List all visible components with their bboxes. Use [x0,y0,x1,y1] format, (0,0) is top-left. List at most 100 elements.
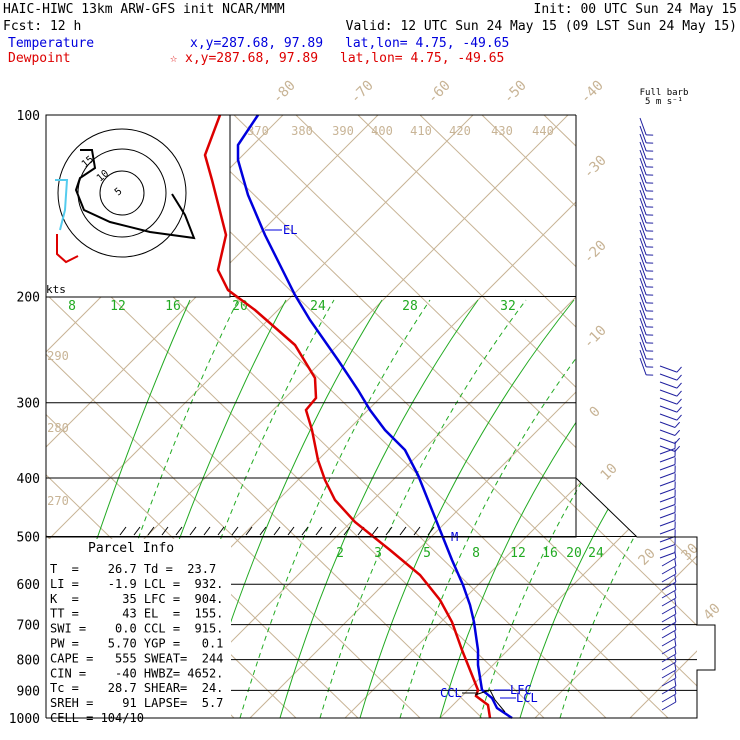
theta-label: 390 [332,124,354,138]
wind-barb-shaft [639,189,647,208]
mixing-ratio-label: 12 [110,299,126,314]
pressure-label: 1000 [9,712,40,727]
wind-barb-shaft [659,421,676,428]
hodograph-ring-label: 5 [113,186,125,198]
dry-adiabat-line [543,115,697,718]
wind-barb-shaft [661,629,677,639]
freezing-hatch [231,526,239,536]
mixing-ratio-label: 32 [500,299,516,314]
valid-time: Valid: 12 UTC Sun 24 May 15 (09 LST Sun … [346,19,737,34]
pressure-label: 600 [17,578,40,593]
dry-adiabat-line [46,115,421,718]
wind-barb-shaft [639,197,647,216]
wind-barb-shaft [639,285,647,304]
dry-adiabat-line [667,115,697,718]
mixing-ratio-line [399,299,623,718]
hodograph-cyan-segment [55,179,69,231]
hodograph-box [45,114,231,298]
temperature-legend: Temperature [8,36,94,51]
freezing-hatch [245,526,253,536]
mixing-ratio-line [439,299,671,718]
chart-frame [45,114,716,719]
mixing-ratio-label: 2 [336,546,344,561]
dry-adiabat-line [295,115,697,718]
dry-adiabat-line [357,115,697,718]
wind-barb-shaft [659,365,678,373]
wind-barb-flag [676,366,682,373]
freezing-hatch [217,526,225,536]
parcel-info-row: LI = -1.9 LCL = 932. [50,577,223,591]
wind-barb-flag [676,414,682,421]
dry-adiabat-line [481,115,697,718]
wind-barb-shaft [659,528,676,535]
wind-barb-flag [676,374,682,381]
mixing-ratio-label: 8 [472,546,480,561]
wind-barb-shaft [639,229,647,248]
wind-barb-shaft [639,269,647,288]
freezing-hatch [427,526,435,536]
wind-barb-shaft [639,133,647,152]
temperature-xy: x,y=287.68, 97.89 [190,36,323,51]
wind-barb-flag [674,551,677,559]
wind-barb-shaft [659,429,676,436]
dewpoint-xy: x,y=287.68, 97.89 [185,51,318,66]
wind-barb-shaft [659,437,676,444]
wind-barb-shaft [659,397,678,405]
wind-barb-shaft [661,669,677,679]
barb-title: Full barb [640,88,689,98]
parcel-info-row: Tc = 28.7 SHEAR= 24. [50,681,223,695]
wind-barb-flag [674,671,677,679]
isotherm-label: 10 [598,461,621,484]
pressure-label: 200 [17,291,40,306]
model-title: HAIC-HIWC 13km ARW-GFS init NCAR/MMM [3,2,285,17]
isotherm-label: -60 [425,78,454,107]
dry-adiabat-line [46,115,483,718]
parcel-info-background [46,539,231,725]
parcel-info-row: TT = 43 EL = 155. [50,607,223,621]
wind-barb-flag [674,567,677,575]
isotherm-label: 40 [701,601,724,624]
wind-barb-shaft [639,341,647,360]
isotherm-label: -50 [501,78,530,107]
mixing-ratio-line [319,299,527,718]
dry-adiabat-line [171,115,697,718]
wind-barb-flag [674,655,677,663]
barb-units: 5 m s⁻¹ [645,97,683,107]
wind-barb-shaft [661,605,677,615]
isotherm-line [439,115,697,718]
wind-barb-shaft [661,677,677,687]
wind-barb-shaft [661,573,677,583]
ccl-label: CCL [440,686,462,700]
mixing-ratio-label: 8 [68,299,76,314]
wind-barb-shaft [639,157,647,176]
wind-barb-shaft [639,357,647,376]
wind-barb-flag [674,639,677,647]
theta-label: 380 [291,124,313,138]
wind-barb-flag [674,623,677,631]
mixing-ratio-label: 20 [232,299,248,314]
wind-barb-shaft [639,181,647,200]
isotherm-line [725,78,740,718]
wind-barb-shaft [659,405,678,413]
wind-barb-shaft [661,685,677,695]
wind-barb-shaft [639,333,647,352]
mixing-ratio-label: 16 [165,299,181,314]
freezing-hatch [175,526,183,536]
wind-barb-flag [674,631,677,639]
freezing-hatch [273,526,281,536]
freezing-hatch [329,526,337,536]
hodograph-red-segment [56,234,79,264]
wind-barb-flag [676,390,682,397]
mixing-ratio-label: 24 [310,299,326,314]
wind-barb-shaft [659,504,676,511]
wind-barb-flag [674,575,677,583]
wind-barb-shaft [659,389,678,397]
parcel-info-row: PW = 5.70 YGP = 0.1 [50,637,223,651]
theta-label: 280 [47,421,69,435]
mixing-ratio-label: 3 [374,546,382,561]
wind-barb-flag [674,687,677,695]
wind-barb-shaft [659,456,676,463]
chart-header: HAIC-HIWC 13km ARW-GFS init NCAR/MMM Ini… [3,2,737,107]
